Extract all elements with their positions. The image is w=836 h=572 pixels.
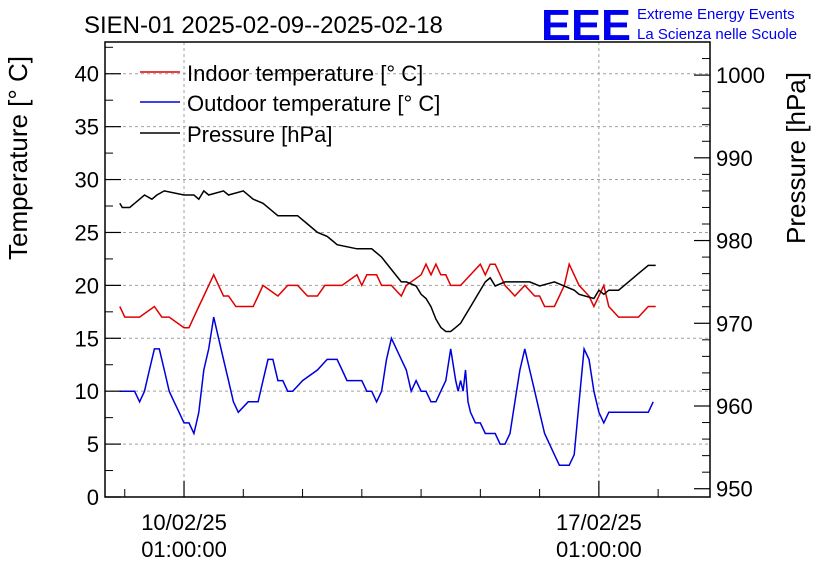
series-outdoor-temperature <box>119 316 654 467</box>
left-axis: 0 5 10 15 20 25 30 35 40 <box>75 46 121 510</box>
left-axis-label: Temperature [° C] <box>3 56 33 260</box>
series-layer <box>119 189 656 467</box>
left-tick-label-6: 30 <box>75 168 99 193</box>
right-tick-label-4: 990 <box>716 146 753 171</box>
left-tick-label-5: 25 <box>75 220 99 245</box>
eee-logo-mark: EEE <box>541 1 631 50</box>
left-tick-label-3: 15 <box>75 326 99 351</box>
x-tick-label-time-0: 01:00:00 <box>141 537 227 562</box>
left-tick-label-0: 0 <box>87 485 99 510</box>
left-tick-label-4: 20 <box>75 273 99 298</box>
left-tick-label-1: 5 <box>87 432 99 457</box>
x-tick-label-date-0: 10/02/25 <box>141 510 227 535</box>
legend-label-outdoor: Outdoor temperature [° C] <box>187 91 440 116</box>
right-axis: 950 960 970 980 990 1000 <box>694 58 765 502</box>
left-tick-label-2: 10 <box>75 379 99 404</box>
legend: Indoor temperature [° C] Outdoor tempera… <box>140 61 440 147</box>
chart-title: SIEN-01 2025-02-09--2025-02-18 <box>84 12 443 39</box>
x-tick-label-date-1: 17/02/25 <box>556 510 642 535</box>
right-tick-label-0: 950 <box>716 477 753 502</box>
left-tick-label-8: 40 <box>75 62 99 87</box>
plot-frame <box>104 41 711 498</box>
right-tick-label-5: 1000 <box>716 63 765 88</box>
right-axis-label: Pressure [hPa] <box>781 72 811 244</box>
right-tick-label-3: 980 <box>716 229 753 254</box>
left-tick-label-7: 35 <box>75 115 99 140</box>
eee-logo-line2: La Scienza nelle Scuole <box>637 26 797 43</box>
eee-logo-line1: Extreme Energy Events <box>637 6 795 23</box>
eee-logo: EEE Extreme Energy Events La Scienza nel… <box>541 1 797 50</box>
right-tick-label-2: 970 <box>716 311 753 336</box>
x-tick-label-time-1: 01:00:00 <box>556 537 642 562</box>
legend-label-indoor: Indoor temperature [° C] <box>187 61 423 86</box>
right-tick-label-1: 960 <box>716 394 753 419</box>
series-pressure <box>119 189 656 333</box>
legend-label-pressure: Pressure [hPa] <box>187 122 333 147</box>
